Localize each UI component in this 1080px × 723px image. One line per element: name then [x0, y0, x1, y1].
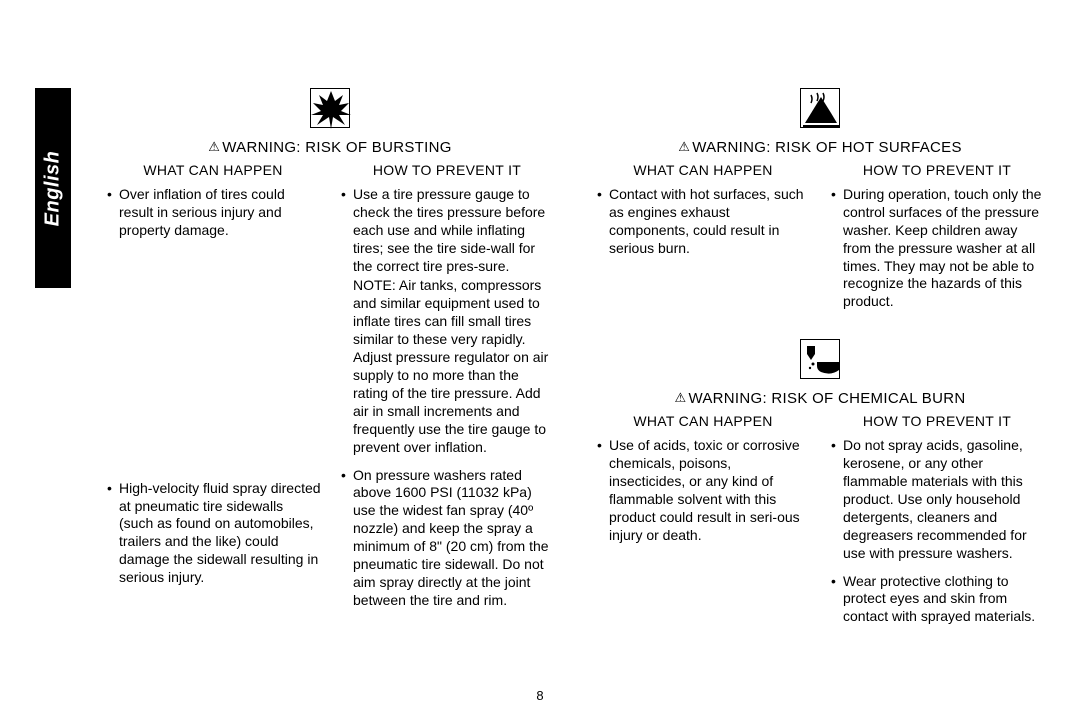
two-col: WHAT CAN HAPPEN Over inflation of tires … [105, 162, 555, 620]
prevent-head: HOW TO PREVENT IT [829, 162, 1045, 180]
list-item: Do not spray acids, gasoline, kerosene, … [829, 437, 1045, 562]
warning-title-text: WARNING: RISK OF HOT SURFACES [692, 139, 962, 156]
warning-triangle-icon: ⚠ [674, 390, 686, 405]
icon-row [595, 339, 1045, 384]
left-column: ⚠WARNING: RISK OF BURSTING WHAT CAN HAPP… [105, 88, 555, 654]
happen-list: Over inflation of tires could result in … [105, 186, 321, 587]
list-item: Wear protective clothing to protect eyes… [829, 573, 1045, 627]
note-text: NOTE: Air tanks, compressors and similar… [353, 277, 555, 456]
warning-title-text: WARNING: RISK OF BURSTING [222, 139, 451, 156]
happen-col: WHAT CAN HAPPEN Over inflation of tires … [105, 162, 321, 620]
warning-title-text: WARNING: RISK OF CHEMICAL BURN [688, 390, 965, 407]
language-label: English [42, 150, 65, 226]
list-item: During operation, touch only the control… [829, 186, 1045, 311]
hot-surface-icon [800, 88, 840, 128]
icon-row [595, 88, 1045, 133]
warning-triangle-icon: ⚠ [678, 139, 690, 154]
prevent-list: Use a tire pressure gauge to check the t… [339, 186, 555, 610]
two-col: WHAT CAN HAPPEN Use of acids, toxic or c… [595, 413, 1045, 636]
happen-head: WHAT CAN HAPPEN [105, 162, 321, 180]
warning-hot-surfaces: ⚠WARNING: RISK OF HOT SURFACES WHAT CAN … [595, 88, 1045, 321]
warning-title: ⚠WARNING: RISK OF CHEMICAL BURN [595, 390, 1045, 407]
icon-row [105, 88, 555, 133]
happen-col: WHAT CAN HAPPEN Contact with hot surface… [595, 162, 811, 321]
page-number: 8 [536, 688, 543, 703]
right-column: ⚠WARNING: RISK OF HOT SURFACES WHAT CAN … [595, 88, 1045, 654]
list-item: High-velocity fluid spray directed at pn… [105, 480, 321, 587]
warning-chemical-burn: ⚠WARNING: RISK OF CHEMICAL BURN WHAT CAN… [595, 339, 1045, 636]
warning-title: ⚠WARNING: RISK OF BURSTING [105, 139, 555, 156]
list-item: Over inflation of tires could result in … [105, 186, 321, 240]
list-item: Use a tire pressure gauge to check the t… [339, 186, 555, 457]
warning-bursting: ⚠WARNING: RISK OF BURSTING WHAT CAN HAPP… [105, 88, 555, 620]
prevent-col: HOW TO PREVENT IT Use a tire pressure ga… [339, 162, 555, 620]
prevent-col: HOW TO PREVENT IT Do not spray acids, ga… [829, 413, 1045, 636]
list-item: Contact with hot surfaces, such as engin… [595, 186, 811, 258]
chemical-icon [800, 339, 840, 379]
prevent-head: HOW TO PREVENT IT [829, 413, 1045, 431]
language-tab: English [35, 88, 71, 288]
prevent-list: Do not spray acids, gasoline, kerosene, … [829, 437, 1045, 626]
happen-list: Contact with hot surfaces, such as engin… [595, 186, 811, 258]
happen-col: WHAT CAN HAPPEN Use of acids, toxic or c… [595, 413, 811, 636]
list-item: Use of acids, toxic or corrosive chemica… [595, 437, 811, 544]
prevent-head: HOW TO PREVENT IT [339, 162, 555, 180]
two-col: WHAT CAN HAPPEN Contact with hot surface… [595, 162, 1045, 321]
prevent-col: HOW TO PREVENT IT During operation, touc… [829, 162, 1045, 321]
happen-head: WHAT CAN HAPPEN [595, 162, 811, 180]
warning-title: ⚠WARNING: RISK OF HOT SURFACES [595, 139, 1045, 156]
warning-triangle-icon: ⚠ [208, 139, 220, 154]
prevent-list: During operation, touch only the control… [829, 186, 1045, 311]
page-content: ⚠WARNING: RISK OF BURSTING WHAT CAN HAPP… [105, 88, 1045, 654]
happen-list: Use of acids, toxic or corrosive chemica… [595, 437, 811, 544]
burst-icon [310, 88, 350, 128]
list-item: On pressure washers rated above 1600 PSI… [339, 467, 555, 610]
happen-head: WHAT CAN HAPPEN [595, 413, 811, 431]
